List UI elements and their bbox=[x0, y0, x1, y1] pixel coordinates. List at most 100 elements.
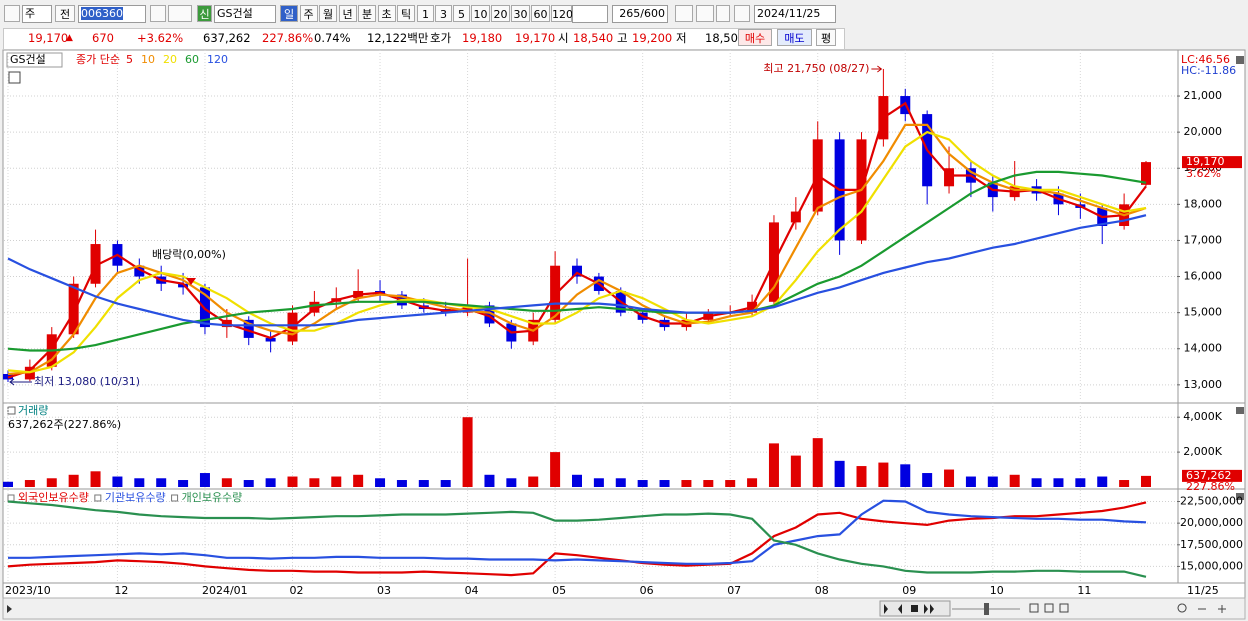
interval-button[interactable]: 5 bbox=[453, 5, 470, 22]
dividend-marker bbox=[186, 278, 196, 285]
scrollbar[interactable] bbox=[2, 597, 1246, 620]
volume-bar bbox=[178, 480, 189, 487]
settings-icon[interactable] bbox=[8, 71, 21, 84]
interval-button[interactable]: 60 bbox=[531, 5, 550, 22]
y-tick-label: 15,000 bbox=[1184, 306, 1223, 319]
volume-bar bbox=[900, 464, 911, 487]
y-tick-label: 4,000K bbox=[1183, 410, 1222, 423]
count-input[interactable]: 265/600 bbox=[612, 5, 668, 23]
interval-button[interactable]: 분 bbox=[358, 5, 376, 22]
amount: 12,122백만 bbox=[367, 31, 429, 45]
avg-button[interactable]: 평 bbox=[816, 29, 836, 46]
candle-body bbox=[199, 287, 210, 328]
volume: 637,262 bbox=[203, 31, 251, 45]
volume-bar bbox=[68, 474, 79, 487]
turnover: 0.74% bbox=[314, 31, 351, 45]
volume-bar bbox=[1031, 478, 1042, 487]
zoom-thumb[interactable] bbox=[984, 603, 989, 615]
volume-bar bbox=[221, 478, 232, 487]
volume-bar bbox=[987, 476, 998, 487]
volume-bar bbox=[637, 480, 648, 487]
volume-bar bbox=[46, 478, 57, 487]
pane-button[interactable] bbox=[1236, 56, 1244, 64]
volume-bar bbox=[856, 466, 867, 487]
volume-ratio-label: 227.86% bbox=[1186, 480, 1235, 493]
volume-bar bbox=[309, 478, 320, 487]
settings-button[interactable] bbox=[734, 5, 750, 22]
x-tick-label: 04 bbox=[465, 584, 479, 597]
volume-bar bbox=[484, 474, 495, 487]
y-tick-label: 14,000 bbox=[1184, 342, 1223, 355]
candle-body bbox=[944, 168, 955, 187]
interval-button[interactable]: 30 bbox=[511, 5, 530, 22]
dividend-annotation: 배당락(0,00%) bbox=[152, 248, 226, 261]
low: 18,500 bbox=[705, 31, 746, 45]
volume-bar bbox=[24, 480, 35, 487]
low-arrow bbox=[9, 378, 32, 386]
tool-icons[interactable] bbox=[1029, 603, 1226, 613]
legend-icon bbox=[94, 494, 102, 502]
candle-body bbox=[484, 305, 495, 324]
buy-button[interactable]: 매수 bbox=[738, 29, 772, 46]
empty-select[interactable] bbox=[572, 5, 608, 23]
x-tick-label: 09 bbox=[902, 584, 916, 597]
y-tick-label: 13,000 bbox=[1184, 378, 1223, 391]
quote-bar bbox=[3, 28, 845, 50]
volume-bar bbox=[572, 474, 582, 487]
name-input[interactable]: GS건설 bbox=[214, 5, 276, 23]
interval-button[interactable]: 초 bbox=[377, 5, 396, 22]
legend-entry: 60 bbox=[185, 53, 199, 66]
volume-bar bbox=[593, 478, 604, 487]
pane-title: 거래량 bbox=[18, 404, 48, 417]
nav-icons[interactable] bbox=[884, 604, 934, 614]
low-label: 저 bbox=[676, 31, 687, 45]
speaker-button[interactable] bbox=[168, 5, 192, 22]
candle-body bbox=[265, 337, 276, 342]
tool-button[interactable] bbox=[716, 5, 730, 22]
date-input[interactable]: 2024/11/25 bbox=[754, 5, 836, 23]
pane-button[interactable] bbox=[1236, 493, 1244, 500]
volume-bar bbox=[396, 480, 407, 487]
scroll-left[interactable] bbox=[7, 605, 12, 613]
interval-button[interactable]: 주 bbox=[299, 5, 318, 22]
sell-button[interactable]: 매도 bbox=[777, 29, 812, 46]
x-tick-label: 08 bbox=[815, 584, 829, 597]
code-input[interactable]: 006360 bbox=[78, 5, 146, 23]
interval-button[interactable]: 3 bbox=[435, 5, 452, 22]
volume-bar bbox=[790, 455, 801, 487]
period-select[interactable]: 주 bbox=[22, 5, 52, 23]
tool-button[interactable] bbox=[675, 5, 693, 22]
interval-button[interactable]: 틱 bbox=[397, 5, 415, 22]
x-tick-label: 10 bbox=[990, 584, 1004, 597]
candle-body bbox=[243, 319, 254, 338]
candle-body bbox=[550, 265, 561, 320]
pane-button[interactable] bbox=[1236, 407, 1244, 414]
interval-button[interactable]: 10 bbox=[471, 5, 490, 22]
y-tick-label: 20,000,000 bbox=[1180, 516, 1243, 529]
interval-button[interactable]: 월 bbox=[319, 5, 337, 22]
interval-button[interactable]: 20 bbox=[491, 5, 510, 22]
interval-button[interactable]: 120 bbox=[551, 5, 573, 22]
pane-title: GS건설 bbox=[10, 53, 46, 66]
x-tick-label: 05 bbox=[552, 584, 566, 597]
prev-button[interactable]: 전 bbox=[55, 5, 75, 22]
volume-bar bbox=[681, 480, 692, 487]
tool-button[interactable] bbox=[696, 5, 714, 22]
candle-body bbox=[178, 283, 189, 288]
interval-button[interactable]: 일 bbox=[280, 5, 298, 22]
interval-button[interactable]: 년 bbox=[338, 5, 357, 22]
up-arrow: ▲ bbox=[66, 33, 73, 43]
volume-bar bbox=[768, 443, 779, 487]
legend-entry: 5 bbox=[126, 53, 133, 66]
lc-label: LC:46.56 bbox=[1181, 53, 1230, 66]
search-button[interactable] bbox=[150, 5, 166, 22]
candle-body bbox=[572, 265, 582, 277]
interval-button[interactable]: 1 bbox=[417, 5, 434, 22]
x-tick-label: 02 bbox=[290, 584, 304, 597]
y-tick-label: 2,000K bbox=[1183, 445, 1222, 458]
high-arrow bbox=[871, 65, 883, 73]
menu-icon[interactable] bbox=[4, 5, 20, 22]
volume-bar bbox=[353, 474, 364, 487]
volume-bar bbox=[725, 480, 736, 487]
